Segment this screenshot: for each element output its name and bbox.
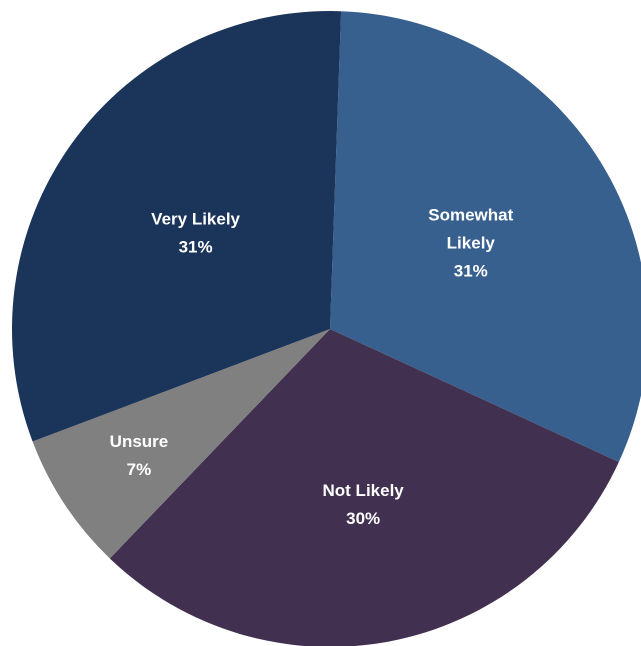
- pie-label-very-likely: Very Likely 31%: [151, 210, 240, 257]
- pie-category-label: Unsure: [110, 432, 169, 451]
- pie-category-label: Not Likely: [323, 481, 405, 500]
- pie-label-not-likely: Not Likely 30%: [323, 481, 405, 528]
- pie-category-label: Very Likely: [151, 210, 240, 229]
- pie-slice-somewhat-likely: [330, 11, 641, 463]
- pie-slice-not-likely: [109, 329, 619, 646]
- pie-slice-unsure: [32, 329, 330, 559]
- pie-category-label: Somewhat: [428, 205, 513, 224]
- pie-label-somewhat-likely: Somewhat Likely 31%: [428, 205, 513, 280]
- pie-labels: Somewhat Likely 31% Not Likely 30% Unsure 7% Ve…: [110, 205, 514, 528]
- pie-category-label: Likely: [447, 233, 496, 252]
- pie-slices: [11, 10, 641, 646]
- pie-value-label: 7%: [127, 460, 152, 479]
- pie-value-label: 31%: [454, 261, 488, 280]
- pie-slice-very-likely: [11, 10, 342, 442]
- pie-label-unsure: Unsure 7%: [110, 432, 169, 479]
- pie-value-label: 31%: [179, 238, 213, 257]
- pie-value-label: 30%: [346, 509, 380, 528]
